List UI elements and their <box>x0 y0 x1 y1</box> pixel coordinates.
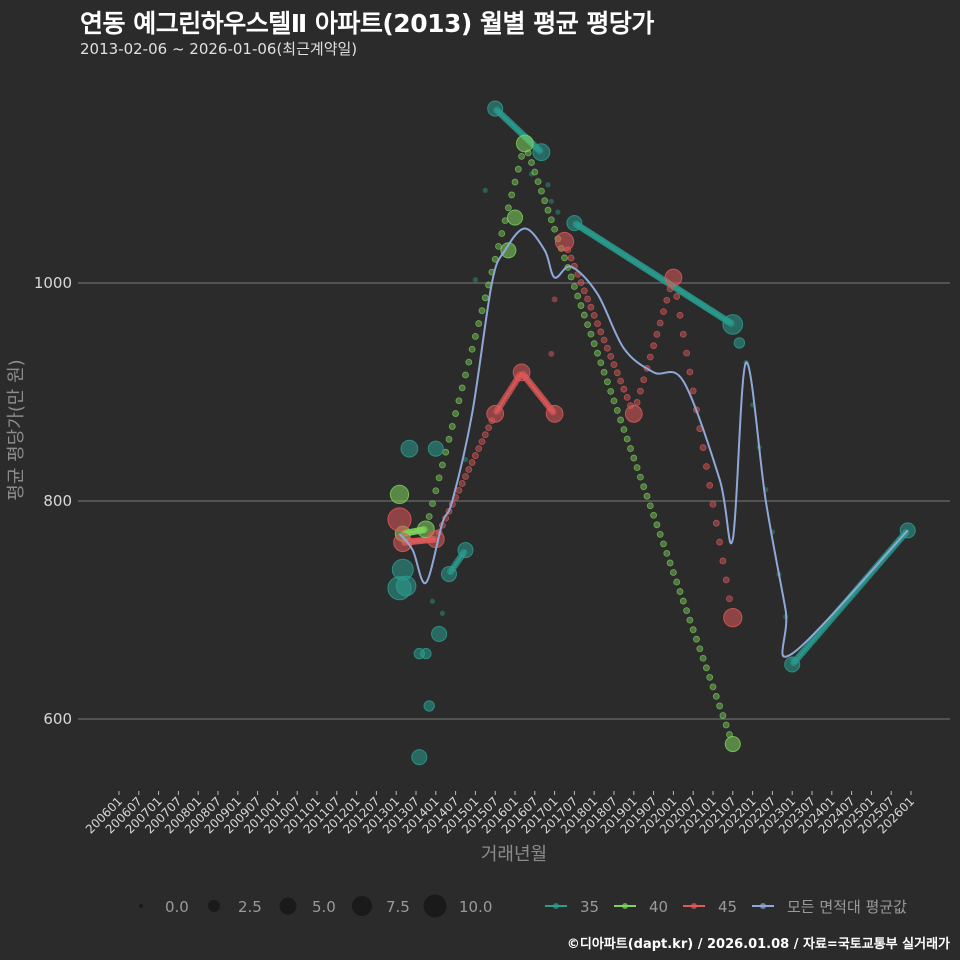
data-point-40 <box>389 484 410 505</box>
data-point-35 <box>395 575 417 597</box>
size-legend-label: 0.0 <box>165 898 189 916</box>
data-point-45 <box>512 363 531 382</box>
size-legend-icon <box>423 894 447 918</box>
data-point-35 <box>532 143 551 162</box>
x-axis-title: 거래년월 <box>481 844 547 865</box>
y-tick-label: 600 <box>43 710 72 728</box>
size-legend-label: 5.0 <box>312 898 336 916</box>
color-legend-label: 모든 면적대 평균값 <box>787 898 907 916</box>
data-point-45 <box>545 404 564 423</box>
chart-subtitle: 2013-02-06 ~ 2026-01-06(최근계약일) <box>80 40 358 58</box>
data-point-45 <box>664 268 683 287</box>
data-point-45 <box>393 532 413 553</box>
data-point-35 <box>423 700 435 712</box>
size-legend-icon <box>139 904 143 908</box>
color-legend-label: 45 <box>718 898 737 916</box>
data-point-40 <box>724 736 741 753</box>
size-legend-icon <box>279 897 297 915</box>
data-point-40 <box>506 209 524 226</box>
size-legend: 0.0 2.5 5.0 7.5 10.0 <box>139 894 492 918</box>
data-point-35 <box>784 656 801 673</box>
data-series <box>387 100 916 766</box>
data-point-35 <box>487 100 504 117</box>
data-point-35 <box>733 337 746 349</box>
size-legend-icon <box>208 900 220 912</box>
y-tick-label: 1000 <box>34 274 72 292</box>
data-point-35 <box>722 314 744 335</box>
size-legend-label: 10.0 <box>459 898 492 916</box>
source-caption: ©디아파트(dapt.kr) / 2026.01.08 / 자료=국토교통부 실… <box>566 937 950 952</box>
data-point-45 <box>387 507 412 532</box>
color-legend: 35 40 45 모든 면적대 평균값 <box>545 898 907 916</box>
data-point-35 <box>411 749 428 766</box>
data-point-45 <box>426 530 445 549</box>
x-axis-ticks: 2006012006072007012007072008012008072009… <box>83 791 917 837</box>
data-point-35 <box>431 625 448 643</box>
data-point-45 <box>486 404 505 423</box>
data-point-35 <box>400 439 419 458</box>
data-point-35 <box>457 542 474 559</box>
data-point-45 <box>554 231 575 252</box>
data-point-45 <box>723 607 743 628</box>
y-axis-ticks: 600 800 1000 <box>34 274 72 728</box>
color-legend-label: 35 <box>580 898 599 916</box>
gridlines <box>78 282 950 720</box>
data-point-45 <box>624 404 643 423</box>
data-point-40 <box>516 134 534 153</box>
data-point-35 <box>427 440 444 457</box>
data-point-35 <box>420 647 432 660</box>
y-tick-label: 800 <box>43 492 72 510</box>
chart-title: 연동 예그린하우스텔Ⅱ 아파트(2013) 월별 평균 평당가 <box>80 9 654 38</box>
data-point-40 <box>500 242 517 259</box>
size-legend-icon <box>352 896 372 916</box>
size-legend-label: 7.5 <box>386 898 410 916</box>
data-point-35 <box>566 215 583 232</box>
data-point-35 <box>440 565 458 583</box>
color-legend-label: 40 <box>649 898 668 916</box>
y-axis-title: 평균 평당가(만 원) <box>6 359 27 500</box>
average-line <box>398 227 909 658</box>
size-legend-label: 2.5 <box>238 898 262 916</box>
